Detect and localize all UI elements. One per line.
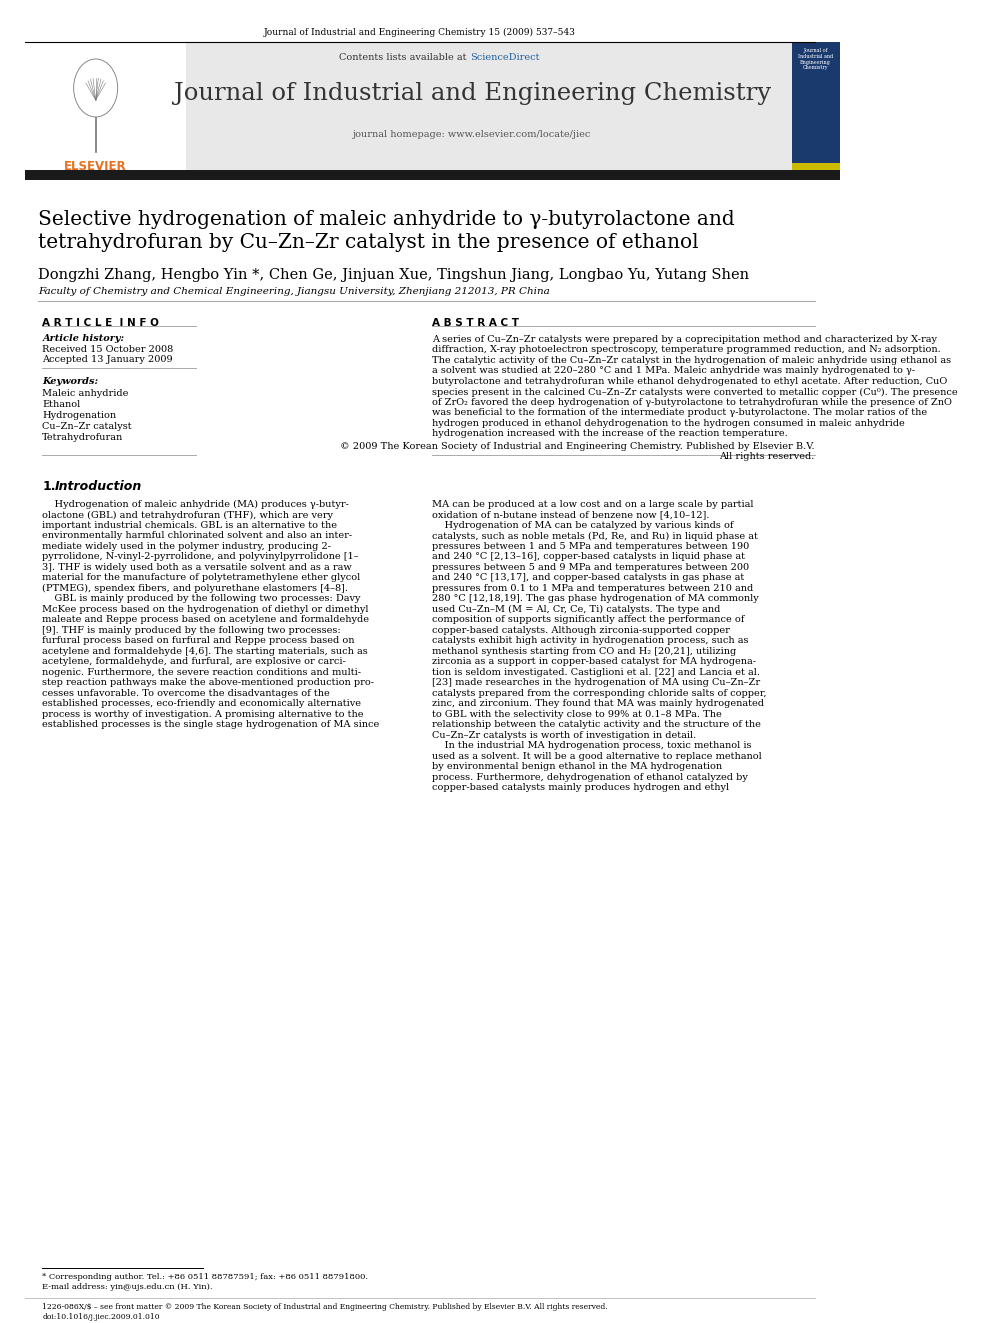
Text: 1.: 1.: [43, 480, 56, 493]
Text: zinc, and zirconium. They found that MA was mainly hydrogenated: zinc, and zirconium. They found that MA …: [432, 700, 764, 708]
Text: hydrogenation increased with the increase of the reaction temperature.: hydrogenation increased with the increas…: [432, 430, 788, 438]
Text: Selective hydrogenation of maleic anhydride to γ-butyrolactone and: Selective hydrogenation of maleic anhydr…: [38, 210, 735, 229]
Text: 3]. THF is widely used both as a versatile solvent and as a raw: 3]. THF is widely used both as a versati…: [43, 562, 352, 572]
Text: Hydrogenation of MA can be catalyzed by various kinds of: Hydrogenation of MA can be catalyzed by …: [432, 521, 733, 531]
Text: and 240 °C [13,17], and copper-based catalysts in gas phase at: and 240 °C [13,17], and copper-based cat…: [432, 573, 744, 582]
Text: was beneficial to the formation of the intermediate product γ-butyrolactone. The: was beneficial to the formation of the i…: [432, 409, 927, 418]
Text: of ZrO₂ favored the deep hydrogenation of γ-butyrolactone to tetrahydrofuran whi: of ZrO₂ favored the deep hydrogenation o…: [432, 398, 951, 407]
Text: tion is seldom investigated. Castiglioni et al. [22] and Lancia et al.: tion is seldom investigated. Castiglioni…: [432, 668, 760, 677]
Text: A R T I C L E  I N F O: A R T I C L E I N F O: [43, 318, 159, 328]
Text: a solvent was studied at 220–280 °C and 1 MPa. Maleic anhydride was mainly hydro: a solvent was studied at 220–280 °C and …: [432, 366, 915, 376]
Text: McKee process based on the hydrogenation of diethyl or dimethyl: McKee process based on the hydrogenation…: [43, 605, 369, 614]
Text: pyrrolidone, N-vinyl-2-pyrrolidone, and polyvinylpyrrolidone [1–: pyrrolidone, N-vinyl-2-pyrrolidone, and …: [43, 553, 359, 561]
Bar: [792, 163, 840, 169]
Text: [23] made researches in the hydrogenation of MA using Cu–Zn–Zr: [23] made researches in the hydrogenatio…: [432, 679, 760, 688]
Text: Cu–Zn–Zr catalysts is worth of investigation in detail.: Cu–Zn–Zr catalysts is worth of investiga…: [432, 730, 696, 740]
Text: 280 °C [12,18,19]. The gas phase hydrogenation of MA commonly: 280 °C [12,18,19]. The gas phase hydroge…: [432, 594, 759, 603]
Bar: [26, 169, 840, 180]
Text: material for the manufacture of polytetramethylene ether glycol: material for the manufacture of polytetr…: [43, 573, 360, 582]
Text: Accepted 13 January 2009: Accepted 13 January 2009: [43, 355, 173, 364]
Text: * Corresponding author. Tel.: +86 0511 88787591; fax: +86 0511 88791800.: * Corresponding author. Tel.: +86 0511 8…: [43, 1273, 368, 1281]
Text: hydrogen produced in ethanol dehydrogenation to the hydrogen consumed in maleic : hydrogen produced in ethanol dehydrogena…: [432, 419, 905, 427]
Text: Received 15 October 2008: Received 15 October 2008: [43, 345, 174, 355]
Text: step reaction pathways make the above-mentioned production pro-: step reaction pathways make the above-me…: [43, 679, 374, 688]
Text: process is worthy of investigation. A promising alternative to the: process is worthy of investigation. A pr…: [43, 710, 364, 718]
Text: pressures between 5 and 9 MPa and temperatures between 200: pressures between 5 and 9 MPa and temper…: [432, 562, 749, 572]
Text: All rights reserved.: All rights reserved.: [719, 452, 814, 460]
Text: A series of Cu–Zn–Zr catalysts were prepared by a coprecipitation method and cha: A series of Cu–Zn–Zr catalysts were prep…: [432, 335, 936, 344]
Text: nogenic. Furthermore, the severe reaction conditions and multi-: nogenic. Furthermore, the severe reactio…: [43, 668, 361, 677]
Text: Maleic anhydride: Maleic anhydride: [43, 389, 129, 398]
Bar: [26, 42, 186, 169]
Text: and 240 °C [2,13–16], copper-based catalysts in liquid phase at: and 240 °C [2,13–16], copper-based catal…: [432, 553, 745, 561]
Text: In the industrial MA hydrogenation process, toxic methanol is: In the industrial MA hydrogenation proce…: [432, 741, 751, 750]
Text: maleate and Reppe process based on acetylene and formaldehyde: maleate and Reppe process based on acety…: [43, 615, 369, 624]
Text: Hydrogenation: Hydrogenation: [43, 411, 116, 419]
Text: methanol synthesis starting from CO and H₂ [20,21], utilizing: methanol synthesis starting from CO and …: [432, 647, 736, 656]
Text: used Cu–Zn–M (M = Al, Cr, Ce, Ti) catalysts. The type and: used Cu–Zn–M (M = Al, Cr, Ce, Ti) cataly…: [432, 605, 720, 614]
Text: ELSEVIER: ELSEVIER: [64, 160, 127, 173]
Text: species present in the calcined Cu–Zn–Zr catalysts were converted to metallic co: species present in the calcined Cu–Zn–Zr…: [432, 388, 957, 397]
Text: E-mail address: yin@ujs.edu.cn (H. Yin).: E-mail address: yin@ujs.edu.cn (H. Yin).: [43, 1283, 213, 1291]
Text: Article history:: Article history:: [43, 333, 124, 343]
Text: Ethanol: Ethanol: [43, 400, 80, 409]
Text: copper-based catalysts mainly produces hydrogen and ethyl: copper-based catalysts mainly produces h…: [432, 783, 729, 792]
Text: Introduction: Introduction: [55, 480, 142, 493]
Text: Contents lists available at: Contents lists available at: [339, 53, 470, 62]
Text: doi:10.1016/j.jiec.2009.01.010: doi:10.1016/j.jiec.2009.01.010: [43, 1312, 160, 1320]
Text: zirconia as a support in copper-based catalyst for MA hydrogena-: zirconia as a support in copper-based ca…: [432, 658, 756, 667]
Text: oxidation of n-butane instead of benzene now [4,10–12].: oxidation of n-butane instead of benzene…: [432, 511, 709, 520]
Text: to GBL with the selectivity close to 99% at 0.1–8 MPa. The: to GBL with the selectivity close to 99%…: [432, 710, 721, 718]
Text: [9]. THF is mainly produced by the following two processes:: [9]. THF is mainly produced by the follo…: [43, 626, 341, 635]
Text: relationship between the catalytic activity and the structure of the: relationship between the catalytic activ…: [432, 720, 761, 729]
Text: important industrial chemicals. GBL is an alternative to the: important industrial chemicals. GBL is a…: [43, 521, 337, 531]
Text: pressures from 0.1 to 1 MPa and temperatures between 210 and: pressures from 0.1 to 1 MPa and temperat…: [432, 583, 753, 593]
Text: Faculty of Chemistry and Chemical Engineering, Jiangsu University, Zhenjiang 212: Faculty of Chemistry and Chemical Engine…: [38, 287, 550, 296]
Text: by environmental benign ethanol in the MA hydrogenation: by environmental benign ethanol in the M…: [432, 762, 722, 771]
Text: olactone (GBL) and tetrahydrofuran (THF), which are very: olactone (GBL) and tetrahydrofuran (THF)…: [43, 511, 333, 520]
Text: copper-based catalysts. Although zirconia-supported copper: copper-based catalysts. Although zirconi…: [432, 626, 730, 635]
Text: environmentally harmful chlorinated solvent and also an inter-: environmentally harmful chlorinated solv…: [43, 532, 352, 540]
Bar: [26, 42, 792, 169]
Text: process. Furthermore, dehydrogenation of ethanol catalyzed by: process. Furthermore, dehydrogenation of…: [432, 773, 748, 782]
Bar: [792, 42, 840, 169]
Text: Dongzhi Zhang, Hengbo Yin *, Chen Ge, Jinjuan Xue, Tingshun Jiang, Longbao Yu, Y: Dongzhi Zhang, Hengbo Yin *, Chen Ge, Ji…: [38, 269, 749, 282]
Text: (PTMEG), spendex fibers, and polyurethane elastomers [4–8].: (PTMEG), spendex fibers, and polyurethan…: [43, 583, 348, 593]
Text: composition of supports significantly affect the performance of: composition of supports significantly af…: [432, 615, 744, 624]
Text: acetylene, formaldehyde, and furfural, are explosive or carci-: acetylene, formaldehyde, and furfural, a…: [43, 658, 346, 667]
Text: mediate widely used in the polymer industry, producing 2-: mediate widely used in the polymer indus…: [43, 542, 331, 550]
Text: GBL is mainly produced by the following two processes: Davy: GBL is mainly produced by the following …: [43, 594, 361, 603]
Text: established processes, eco-friendly and economically alternative: established processes, eco-friendly and …: [43, 700, 361, 708]
Text: furfural process based on furfural and Reppe process based on: furfural process based on furfural and R…: [43, 636, 355, 646]
Text: Keywords:: Keywords:: [43, 377, 98, 386]
Text: acetylene and formaldehyde [4,6]. The starting materials, such as: acetylene and formaldehyde [4,6]. The st…: [43, 647, 368, 656]
Text: 1226-086X/$ – see front matter © 2009 The Korean Society of Industrial and Engin: 1226-086X/$ – see front matter © 2009 Th…: [43, 1303, 608, 1311]
Text: catalysts exhibit high activity in hydrogenation process, such as: catalysts exhibit high activity in hydro…: [432, 636, 748, 646]
Text: catalysts, such as noble metals (Pd, Re, and Ru) in liquid phase at: catalysts, such as noble metals (Pd, Re,…: [432, 532, 758, 541]
Text: Cu–Zn–Zr catalyst: Cu–Zn–Zr catalyst: [43, 422, 132, 431]
Text: ScienceDirect: ScienceDirect: [470, 53, 540, 62]
Text: cesses unfavorable. To overcome the disadvantages of the: cesses unfavorable. To overcome the disa…: [43, 689, 330, 697]
Text: pressures between 1 and 5 MPa and temperatures between 190: pressures between 1 and 5 MPa and temper…: [432, 542, 749, 550]
Text: tetrahydrofuran by Cu–Zn–Zr catalyst in the presence of ethanol: tetrahydrofuran by Cu–Zn–Zr catalyst in …: [38, 233, 698, 251]
Text: used as a solvent. It will be a good alternative to replace methanol: used as a solvent. It will be a good alt…: [432, 751, 762, 761]
Text: catalysts prepared from the corresponding chloride salts of copper,: catalysts prepared from the correspondin…: [432, 689, 766, 697]
Text: diffraction, X-ray photoelectron spectroscopy, temperature programmed reduction,: diffraction, X-ray photoelectron spectro…: [432, 345, 940, 355]
Text: Journal of Industrial and Engineering Chemistry 15 (2009) 537–543: Journal of Industrial and Engineering Ch…: [264, 28, 576, 37]
Text: journal homepage: www.elsevier.com/locate/jiec: journal homepage: www.elsevier.com/locat…: [353, 130, 591, 139]
Text: established processes is the single stage hydrogenation of MA since: established processes is the single stag…: [43, 720, 380, 729]
Text: Journal of Industrial and Engineering Chemistry: Journal of Industrial and Engineering Ch…: [174, 82, 771, 105]
Text: © 2009 The Korean Society of Industrial and Engineering Chemistry. Published by : © 2009 The Korean Society of Industrial …: [340, 442, 814, 451]
Text: Journal of
Industrial and
Engineering
Chemistry: Journal of Industrial and Engineering Ch…: [798, 48, 833, 70]
Text: Hydrogenation of maleic anhydride (MA) produces γ-butyr-: Hydrogenation of maleic anhydride (MA) p…: [43, 500, 349, 509]
Text: The catalytic activity of the Cu–Zn–Zr catalyst in the hydrogenation of maleic a: The catalytic activity of the Cu–Zn–Zr c…: [432, 356, 951, 365]
Text: MA can be produced at a low cost and on a large scale by partial: MA can be produced at a low cost and on …: [432, 500, 753, 509]
Text: butyrolactone and tetrahydrofuran while ethanol dehydrogenated to ethyl acetate.: butyrolactone and tetrahydrofuran while …: [432, 377, 947, 386]
Text: A B S T R A C T: A B S T R A C T: [432, 318, 519, 328]
Text: Tetrahydrofuran: Tetrahydrofuran: [43, 433, 124, 442]
